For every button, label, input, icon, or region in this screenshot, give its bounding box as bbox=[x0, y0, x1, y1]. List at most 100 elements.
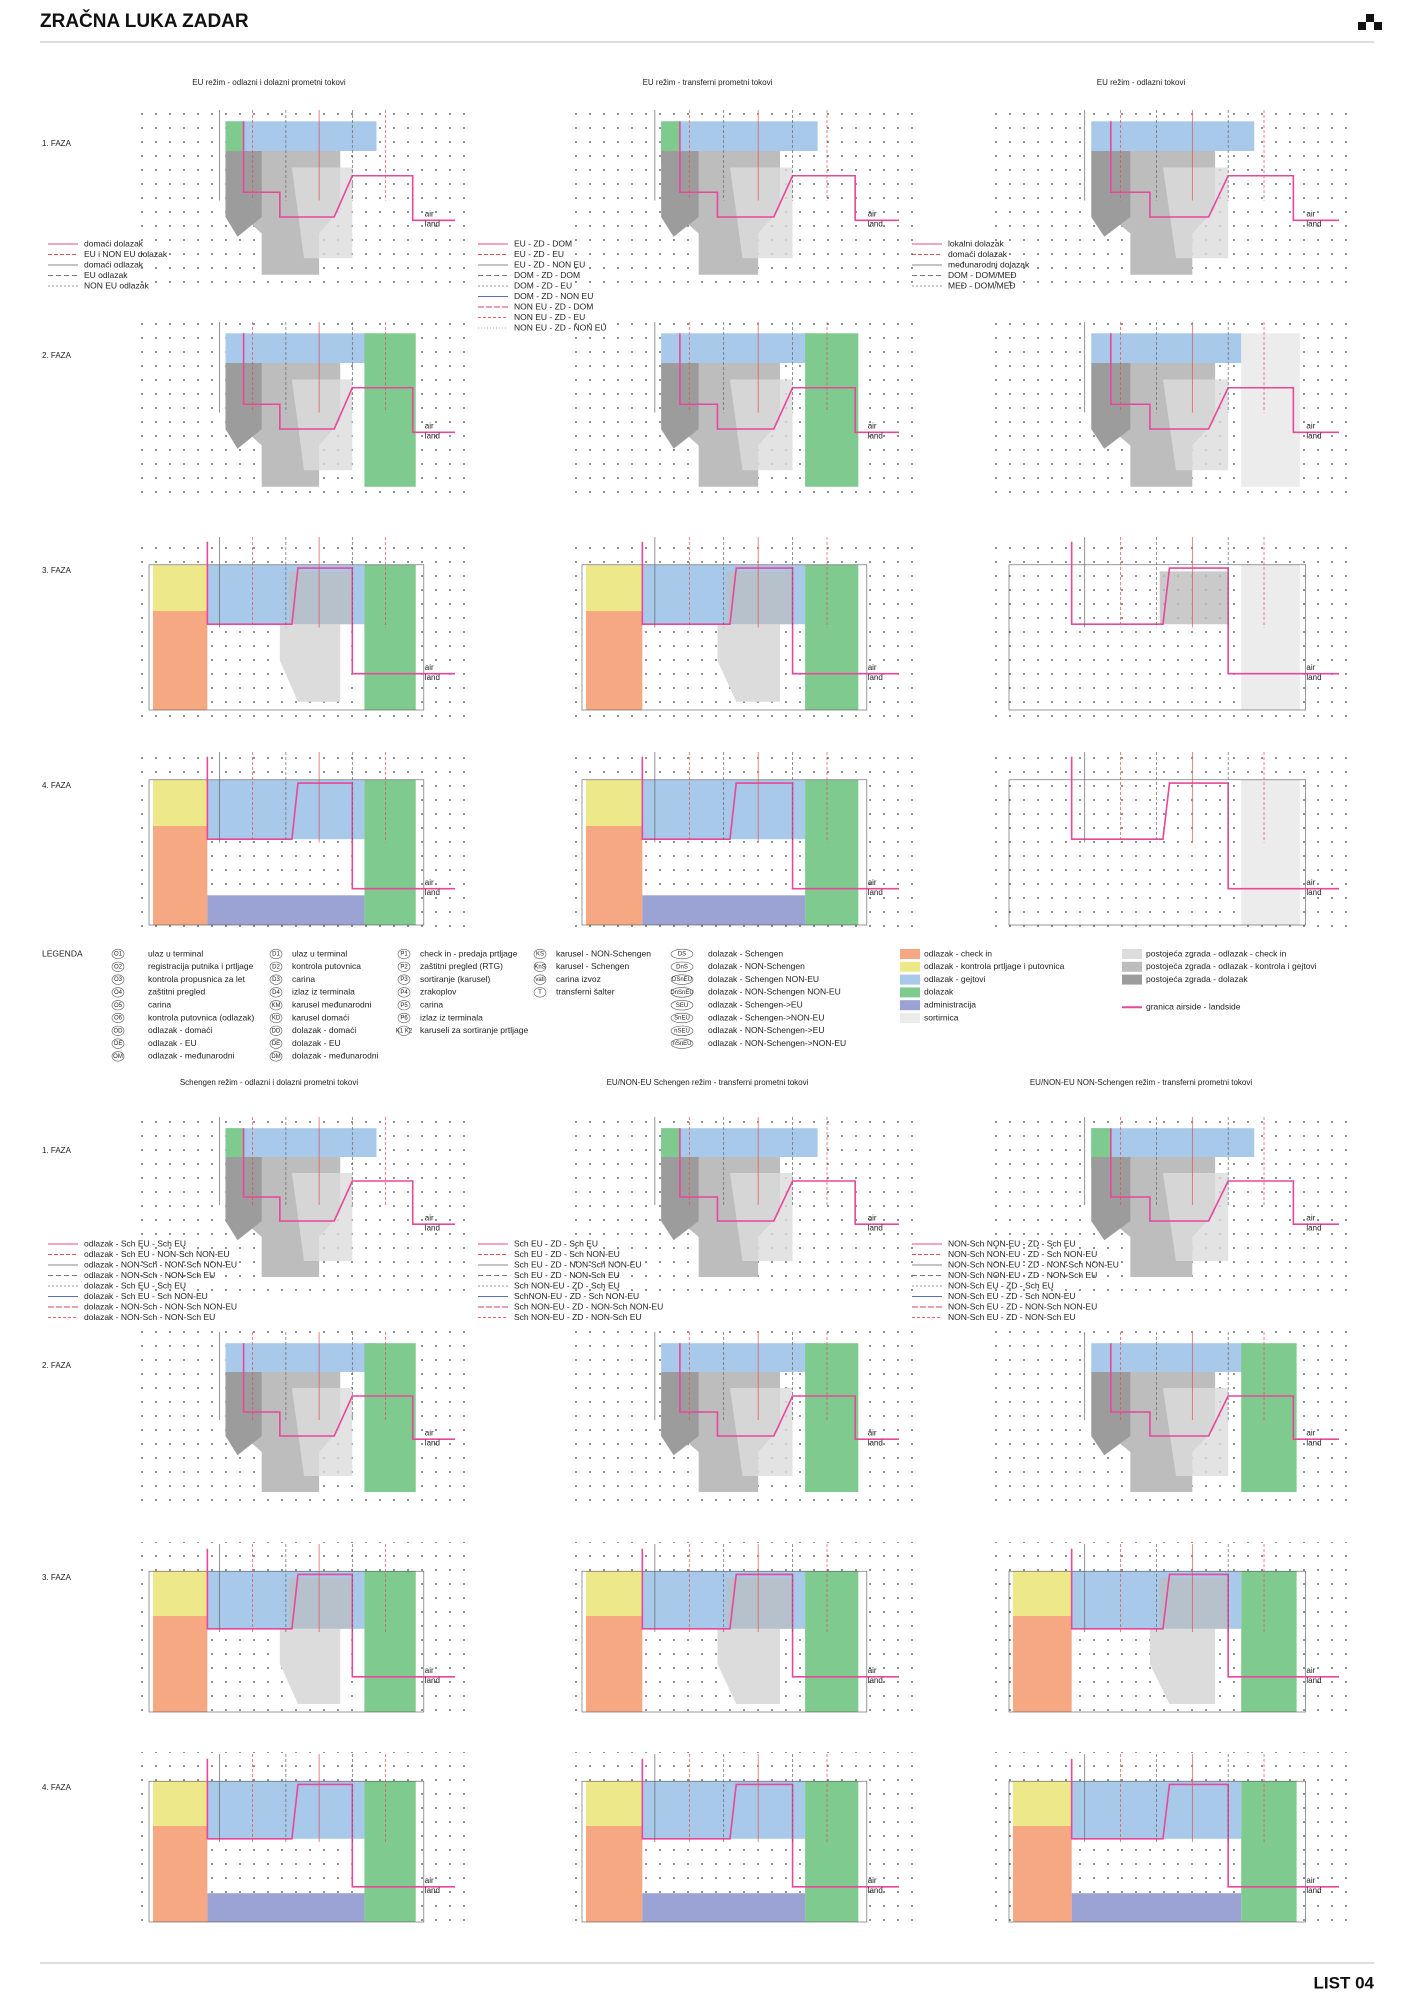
airside-label: air bbox=[868, 1876, 877, 1885]
legend-symbol-text: carina izvoz bbox=[556, 974, 601, 984]
legend-line-label: domaći dolazak bbox=[948, 249, 1008, 259]
phase-label: 4. FAZA bbox=[42, 781, 72, 790]
airside-label: air bbox=[425, 1876, 434, 1885]
legend-symbol-text: odlazak - Schengen->NON-EU bbox=[708, 1012, 824, 1022]
airside-label: air bbox=[425, 1428, 434, 1437]
airside-landside-boundary bbox=[1110, 1343, 1339, 1440]
existing-building bbox=[1162, 1388, 1229, 1476]
landside-label: land bbox=[868, 431, 883, 440]
legend-title: LEGENDA bbox=[42, 948, 83, 958]
existing-building bbox=[729, 379, 793, 471]
panel-title: EU režim - odlazni i dolazni prometni to… bbox=[192, 78, 346, 87]
zone-check-in bbox=[153, 611, 208, 710]
landside-label: land bbox=[425, 1676, 440, 1685]
zone-arrivals bbox=[364, 1781, 416, 1922]
airside-landside-boundary bbox=[242, 121, 455, 222]
airside-label: air bbox=[1306, 1428, 1315, 1437]
legend-symbol-code: T bbox=[538, 990, 542, 996]
legend-symbol-text: carina bbox=[148, 999, 171, 1009]
legend-symbol-code: O5 bbox=[114, 1003, 123, 1009]
zone-administration bbox=[207, 1893, 365, 1922]
legend-symbol bbox=[397, 948, 411, 960]
legend-symbol-text: dolazak - EU bbox=[292, 1038, 341, 1048]
airside-label: air bbox=[868, 1666, 877, 1675]
legend-symbol bbox=[397, 1012, 411, 1024]
legend-symbol-text: zaštitni pregled bbox=[148, 987, 205, 997]
zone-arrivals bbox=[364, 1571, 416, 1712]
legend-symbol-text: dolazak - NON-Schengen bbox=[708, 961, 805, 971]
zone-gates bbox=[1091, 333, 1242, 363]
airside-label: air bbox=[425, 663, 434, 672]
terminal-outline bbox=[581, 1780, 868, 1923]
airside-landside-boundary bbox=[242, 1128, 455, 1225]
airside-landside-boundary bbox=[641, 756, 899, 890]
zone-control bbox=[586, 1571, 643, 1616]
airside-landside-boundary bbox=[1110, 1128, 1339, 1225]
zone-control bbox=[586, 779, 643, 826]
existing-building bbox=[726, 571, 793, 625]
zone-control bbox=[586, 564, 643, 611]
legend-line-label: dolazak - Sch EU - Sch NON-EU bbox=[84, 1291, 208, 1301]
existing-building bbox=[288, 571, 353, 625]
airside-label: air bbox=[868, 1213, 877, 1222]
existing-building bbox=[1159, 571, 1229, 625]
legend-symbol bbox=[670, 1038, 694, 1049]
zone-arrivals bbox=[1241, 1781, 1297, 1922]
landside-label: land bbox=[425, 1886, 440, 1895]
airside-landside-boundary bbox=[1070, 1548, 1339, 1678]
legend-symbol bbox=[269, 961, 283, 972]
existing-swatch bbox=[1122, 961, 1142, 972]
legend-symbol-code: O4 bbox=[114, 990, 123, 996]
landside-label: land bbox=[1306, 1223, 1321, 1232]
existing-label: postojeća zgrada - dolazak bbox=[1146, 974, 1248, 984]
airside-label: air bbox=[1306, 209, 1315, 218]
zone-control bbox=[1013, 1571, 1072, 1616]
legend-symbol-text: transferni šalter bbox=[556, 987, 615, 997]
legend-symbol-code: SnEU bbox=[674, 1016, 690, 1022]
legend-symbol-text: zaštitni pregled (RTG) bbox=[420, 961, 503, 971]
terminal-outline bbox=[148, 779, 425, 926]
legend-symbol bbox=[269, 948, 283, 960]
zone-administration bbox=[207, 895, 365, 925]
phase-label: 1. FAZA bbox=[42, 139, 72, 148]
legend-symbol-code: DE bbox=[272, 1041, 280, 1047]
zone-arrivals bbox=[364, 333, 416, 487]
zone-sorting bbox=[1241, 564, 1300, 710]
landside-label: land bbox=[1306, 1886, 1321, 1895]
zone-gates bbox=[225, 121, 377, 151]
zone-arrivals bbox=[805, 1571, 859, 1712]
legend-symbol-text: karusel međunarodni bbox=[292, 999, 371, 1009]
legend-symbol-code: P5 bbox=[400, 1003, 408, 1009]
legend-symbol bbox=[670, 1012, 694, 1024]
zone-gates bbox=[225, 1343, 377, 1372]
legend-symbol bbox=[533, 974, 547, 985]
legend-symbol-text: dolazak - Schengen NON-EU bbox=[708, 974, 819, 984]
panel-title: EU/NON-EU NON-Schengen režim - transfern… bbox=[1030, 1078, 1253, 1087]
airside-label: air bbox=[425, 878, 434, 887]
airside-label: air bbox=[868, 878, 877, 887]
existing-label: postojeća zgrada - odlazak - check in bbox=[1146, 948, 1287, 958]
landside-label: land bbox=[425, 1223, 440, 1232]
zone-arrivals bbox=[364, 779, 416, 925]
zone-arrivals bbox=[805, 564, 859, 710]
phase-label: 1. FAZA bbox=[42, 1146, 72, 1155]
legend-line-label: NON-Sch EU - ZD - NON-Sch NON-EU bbox=[948, 1301, 1097, 1311]
airside-landside-boundary bbox=[1070, 541, 1339, 675]
legend-line-label: NON EU - ZD - NON EU bbox=[514, 322, 607, 332]
zone-swatch bbox=[900, 961, 920, 972]
legend-symbol-code: O1 bbox=[114, 952, 123, 958]
terminal-outline bbox=[581, 779, 868, 926]
legend-line-label: DOM - ZD - EU bbox=[514, 280, 572, 290]
airside-landside-boundary bbox=[206, 1758, 455, 1888]
legend-line-label: DOM - DOM/MEĐ bbox=[948, 270, 1016, 280]
legend-symbol-text: zrakoplov bbox=[420, 987, 457, 997]
airside-label: air bbox=[425, 421, 434, 430]
